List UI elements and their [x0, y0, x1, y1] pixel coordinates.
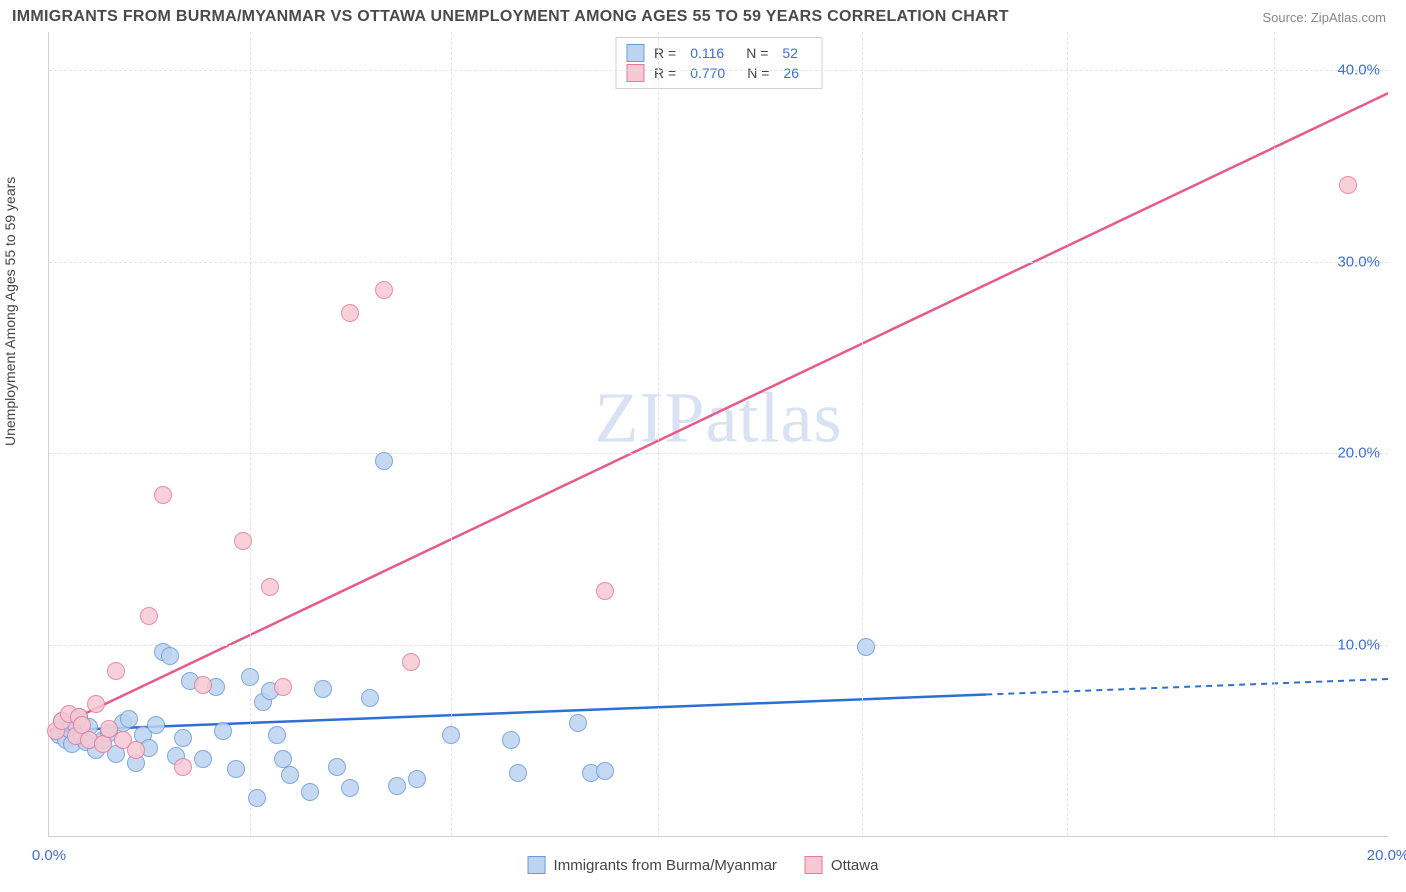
data-point — [234, 532, 252, 550]
data-point — [596, 762, 614, 780]
y-axis-label: Unemployment Among Ages 55 to 59 years — [2, 177, 18, 446]
data-point — [301, 783, 319, 801]
data-point — [214, 722, 232, 740]
n-value: 26 — [783, 65, 799, 81]
data-point — [107, 662, 125, 680]
data-point — [442, 726, 460, 744]
legend-row: R = 0.116 N = 52 — [626, 44, 811, 62]
y-tick-label: 30.0% — [1337, 253, 1380, 270]
n-value: 52 — [782, 45, 798, 61]
data-point — [174, 729, 192, 747]
data-point — [268, 726, 286, 744]
data-point — [194, 750, 212, 768]
data-point — [281, 766, 299, 784]
legend-label: Ottawa — [831, 857, 879, 874]
n-label: N = — [747, 65, 769, 81]
data-point — [375, 281, 393, 299]
watermark: ZIPatlas — [595, 376, 843, 459]
data-point — [341, 304, 359, 322]
data-point — [248, 789, 266, 807]
vgridline — [862, 32, 863, 836]
trend-line-extrapolated — [986, 679, 1388, 695]
data-point — [161, 647, 179, 665]
x-tick-label: 0.0% — [32, 847, 66, 864]
legend-swatch — [805, 856, 823, 874]
x-tick-label: 20.0% — [1367, 847, 1406, 864]
data-point — [227, 760, 245, 778]
y-tick-label: 40.0% — [1337, 62, 1380, 79]
vgridline — [250, 32, 251, 836]
y-tick-label: 20.0% — [1337, 445, 1380, 462]
legend-swatch — [528, 856, 546, 874]
vgridline — [658, 32, 659, 836]
legend-item: Ottawa — [805, 856, 879, 874]
data-point — [408, 770, 426, 788]
data-point — [127, 741, 145, 759]
data-point — [174, 758, 192, 776]
data-point — [1339, 176, 1357, 194]
vgridline — [1067, 32, 1068, 836]
data-point — [241, 668, 259, 686]
data-point — [147, 716, 165, 734]
data-point — [388, 777, 406, 795]
r-value: 0.116 — [690, 45, 724, 61]
data-point — [94, 735, 112, 753]
y-tick-label: 10.0% — [1337, 636, 1380, 653]
source-attribution: Source: ZipAtlas.com — [1262, 10, 1386, 25]
series-legend: Immigrants from Burma/Myanmar Ottawa — [528, 856, 879, 874]
chart-title: IMMIGRANTS FROM BURMA/MYANMAR VS OTTAWA … — [12, 8, 1009, 26]
data-point — [314, 680, 332, 698]
data-point — [154, 486, 172, 504]
data-point — [596, 582, 614, 600]
data-point — [261, 578, 279, 596]
data-point — [274, 678, 292, 696]
n-label: N = — [746, 45, 768, 61]
data-point — [402, 653, 420, 671]
data-point — [361, 689, 379, 707]
data-point — [502, 731, 520, 749]
vgridline — [1274, 32, 1275, 836]
data-point — [857, 638, 875, 656]
data-point — [140, 607, 158, 625]
legend-row: R = 0.770 N = 26 — [626, 64, 811, 82]
data-point — [509, 764, 527, 782]
legend-swatch — [626, 64, 644, 82]
data-point — [569, 714, 587, 732]
data-point — [328, 758, 346, 776]
legend-item: Immigrants from Burma/Myanmar — [528, 856, 777, 874]
chart-plot-area: ZIPatlas R = 0.116 N = 52 R = 0.770 N = … — [48, 32, 1388, 837]
data-point — [194, 676, 212, 694]
correlation-legend: R = 0.116 N = 52 R = 0.770 N = 26 — [615, 37, 822, 89]
data-point — [87, 695, 105, 713]
data-point — [120, 710, 138, 728]
vgridline — [451, 32, 452, 836]
data-point — [375, 452, 393, 470]
r-value: 0.770 — [690, 65, 725, 81]
legend-swatch — [626, 44, 644, 62]
data-point — [341, 779, 359, 797]
trend-line — [49, 695, 986, 731]
legend-label: Immigrants from Burma/Myanmar — [554, 857, 777, 874]
